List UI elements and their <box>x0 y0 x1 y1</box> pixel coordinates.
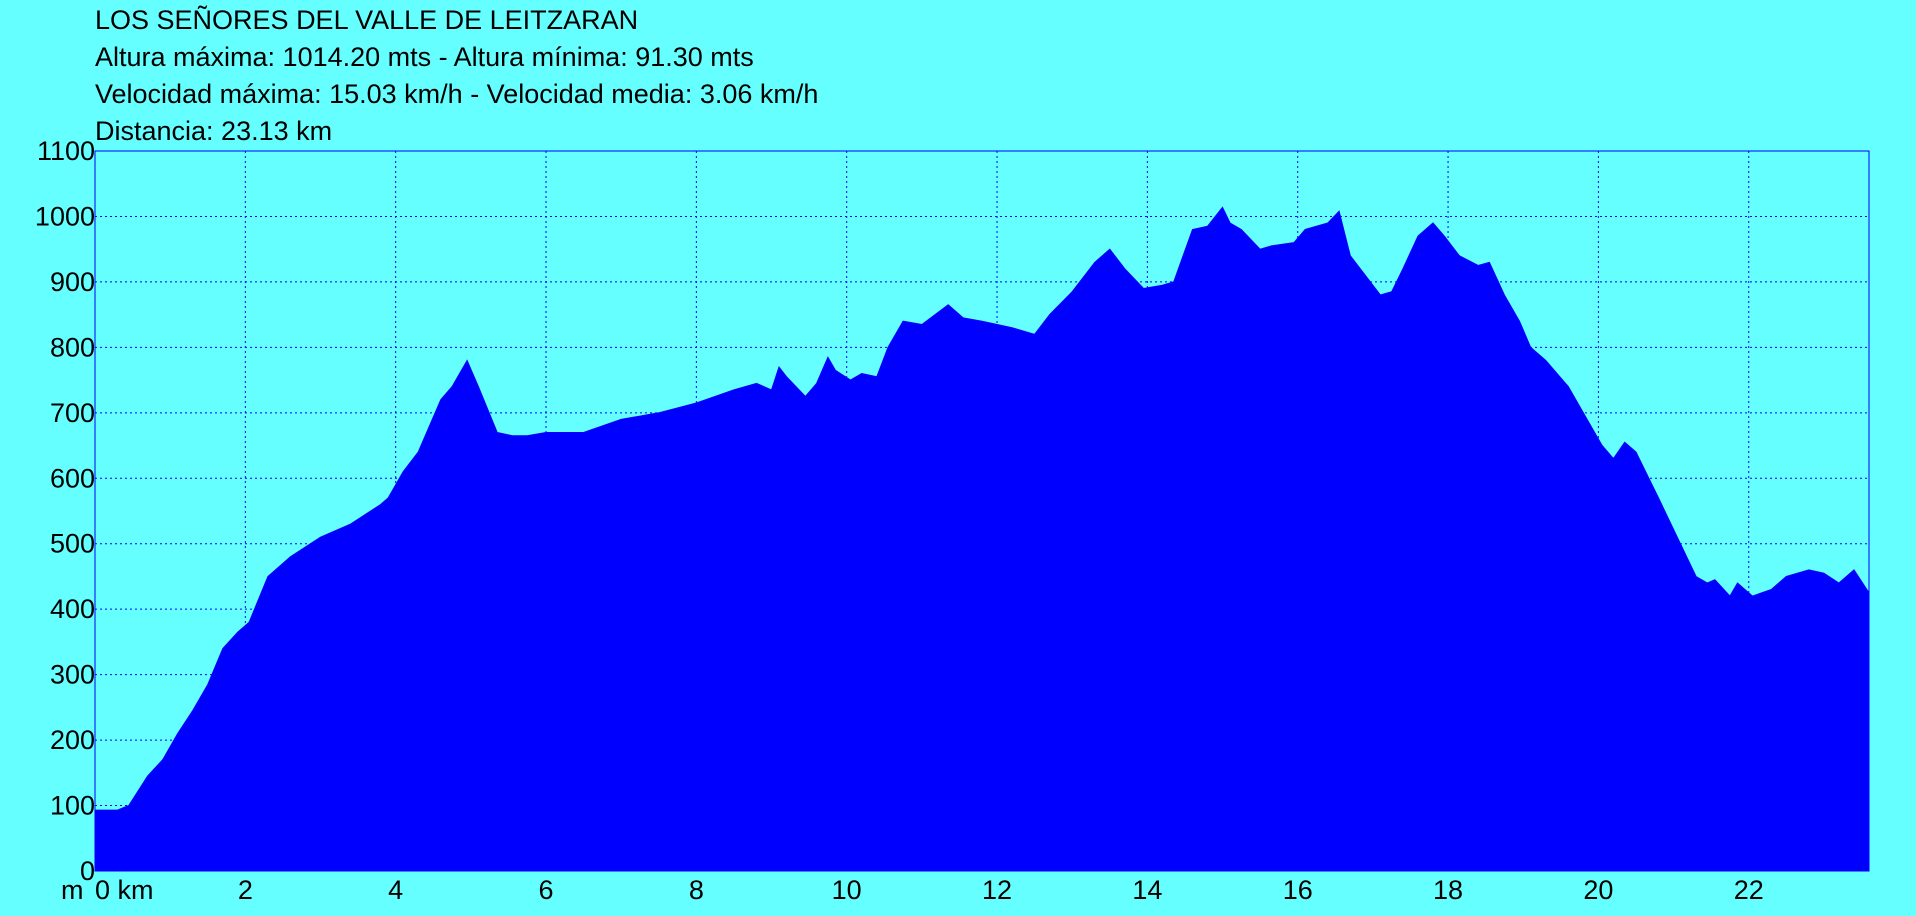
y-tick-label: 100 <box>50 791 95 821</box>
x-axis: m 0 km 2 4 6 8 10 12 14 16 18 20 22 <box>61 875 1764 905</box>
x-tick-label: 18 <box>1433 875 1463 905</box>
y-tick-label: 800 <box>50 332 95 362</box>
x-tick-label: 0 km <box>95 875 154 905</box>
altitude-summary: Altura máxima: 1014.20 mts - Altura míni… <box>95 42 754 72</box>
x-tick-label: 14 <box>1132 875 1162 905</box>
x-tick-label: 20 <box>1583 875 1613 905</box>
chart-header: LOS SEÑORES DEL VALLE DE LEITZARAN Altur… <box>95 2 818 150</box>
y-tick-label: 200 <box>50 725 95 755</box>
x-tick-label: 12 <box>982 875 1012 905</box>
y-tick-label: 700 <box>50 398 95 428</box>
distance-summary: Distancia: 23.13 km <box>95 116 333 146</box>
x-tick-label: 8 <box>689 875 704 905</box>
y-tick-label: 400 <box>50 594 95 624</box>
y-tick-label: 600 <box>50 463 95 493</box>
x-tick-label: 4 <box>388 875 403 905</box>
chart-area-layer <box>94 206 1870 872</box>
y-tick-label: 300 <box>50 660 95 690</box>
y-tick-label: 0 <box>80 856 95 886</box>
x-tick-label: 16 <box>1283 875 1313 905</box>
y-tick-label: 500 <box>50 529 95 559</box>
chart-title: LOS SEÑORES DEL VALLE DE LEITZARAN <box>95 5 639 35</box>
x-tick-label: 6 <box>539 875 554 905</box>
y-tick-label: 900 <box>50 267 95 297</box>
elevation-area <box>94 206 1870 872</box>
plot-frame <box>94 150 1870 872</box>
x-tick-label: 10 <box>832 875 862 905</box>
speed-summary: Velocidad máxima: 15.03 km/h - Velocidad… <box>95 79 819 109</box>
y-unit-label: m <box>61 875 84 905</box>
y-tick-label: 1100 <box>37 136 95 166</box>
y-tick-label: 1000 <box>35 201 95 231</box>
x-tick-label: 2 <box>238 875 253 905</box>
x-tick-label: 22 <box>1734 875 1764 905</box>
y-axis: 0 100 200 300 400 500 600 700 800 900 1000 1100 <box>35 136 95 886</box>
